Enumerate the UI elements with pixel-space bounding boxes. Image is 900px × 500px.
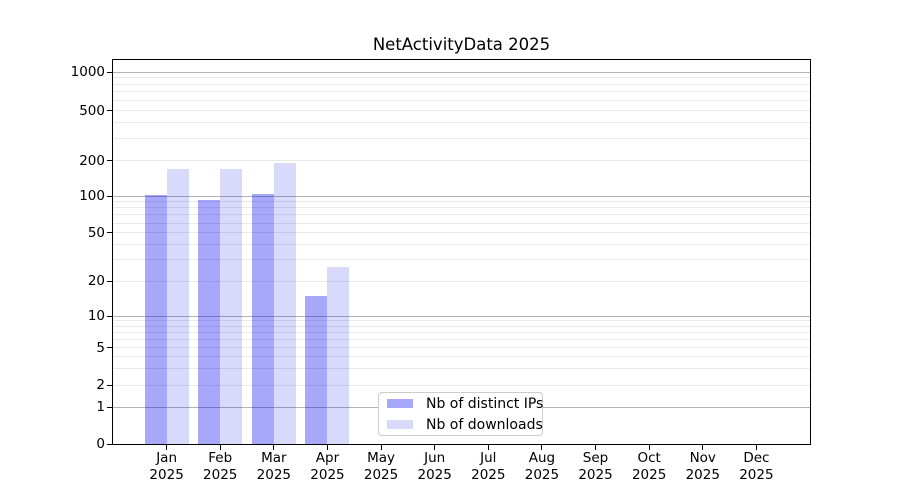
bar-downloads-jan-2025	[166, 168, 189, 444]
x-tick-label: Jul 2025	[471, 450, 506, 483]
y-tick-label: 50	[87, 224, 105, 241]
x-tick-label: Feb 2025	[203, 450, 238, 483]
legend-swatch-distinct-ips-icon	[387, 399, 413, 408]
x-tick-label: Jan 2025	[149, 450, 184, 483]
x-tick-mark	[541, 445, 543, 450]
y-tick-mark	[107, 443, 112, 445]
x-tick-label: Jun 2025	[417, 450, 452, 483]
x-tick-mark	[326, 445, 328, 450]
y-tick-label: 500	[79, 102, 105, 119]
x-tick-label: Sep 2025	[578, 450, 613, 483]
gridline-minor	[113, 222, 810, 224]
gridline-minor	[113, 347, 810, 348]
y-tick-mark	[107, 347, 112, 348]
y-tick-label: 5	[96, 339, 105, 356]
gridline-minor	[113, 331, 810, 333]
gridline-minor	[113, 259, 810, 261]
bar-downloads-mar-2025	[273, 163, 296, 444]
x-tick-mark	[166, 445, 168, 450]
y-tick-mark	[107, 406, 112, 408]
bar-distinct-ips-apr-2025	[305, 295, 328, 444]
x-tick-mark	[219, 445, 221, 450]
gridline-minor	[113, 77, 810, 79]
gridline-minor	[113, 201, 810, 203]
gridline-minor	[113, 325, 810, 327]
x-tick-mark	[434, 445, 436, 450]
x-tick-mark	[702, 445, 704, 450]
y-tick-label: 200	[79, 152, 105, 169]
y-tick-label: 20	[87, 273, 105, 289]
gridline-minor	[113, 214, 810, 216]
gridline-minor	[113, 356, 810, 358]
x-tick-label: Oct 2025	[631, 450, 667, 483]
x-tick-mark	[755, 445, 757, 450]
legend-swatch-downloads-icon	[387, 420, 413, 429]
x-tick-mark	[487, 445, 489, 450]
x-tick-label: Mar 2025	[256, 450, 292, 483]
gridline-minor	[113, 83, 810, 85]
y-tick-mark	[107, 232, 112, 234]
bar-distinct-ips-jan-2025	[144, 194, 167, 444]
x-tick-label: Apr 2025	[310, 450, 345, 483]
y-tick-label: 10	[87, 308, 105, 324]
bar-downloads-feb-2025	[220, 168, 243, 444]
gridline-minor	[113, 280, 810, 282]
gridline-minor	[113, 207, 810, 209]
x-tick-label: May 2025	[363, 450, 399, 483]
x-tick-mark	[273, 445, 275, 450]
gridline-major	[113, 71, 810, 73]
y-tick-mark	[107, 315, 112, 317]
gridline-minor	[113, 243, 810, 245]
legend-item-distinct-ips: Nb of distinct IPs	[387, 395, 543, 413]
chart-title: NetActivityData 2025	[372, 35, 551, 54]
gridline-minor	[113, 320, 810, 322]
x-tick-mark	[648, 445, 650, 450]
y-tick-mark	[107, 71, 112, 73]
bar-distinct-ips-feb-2025	[198, 200, 221, 444]
y-tick-mark	[107, 384, 112, 386]
bar-downloads-apr-2025	[327, 267, 350, 444]
x-tick-label: Dec 2025	[739, 450, 774, 483]
gridline-minor	[113, 99, 810, 101]
plot-area	[112, 59, 811, 445]
x-tick-mark	[595, 445, 597, 450]
gridline-minor	[113, 232, 810, 234]
y-tick-label: 1000	[70, 64, 105, 80]
gridline-minor	[113, 91, 810, 93]
legend-label-distinct-ips: Nb of distinct IPs	[426, 395, 544, 412]
gridline-minor	[113, 160, 810, 161]
y-tick-mark	[107, 280, 112, 282]
gridline-minor	[113, 338, 810, 340]
y-tick-label: 2	[96, 377, 105, 393]
y-tick-mark	[107, 195, 112, 197]
gridline-minor	[113, 122, 810, 124]
gridline-minor	[113, 137, 810, 139]
x-tick-label: Aug 2025	[524, 450, 560, 483]
gridline-minor	[113, 110, 810, 111]
gridline-minor	[113, 384, 810, 386]
legend: Nb of distinct IPs Nb of downloads	[378, 392, 543, 436]
y-tick-label: 1	[96, 399, 105, 415]
y-tick-label: 100	[79, 188, 105, 204]
gridline-minor	[113, 367, 810, 369]
legend-label-downloads: Nb of downloads	[426, 416, 543, 433]
y-tick-mark	[107, 110, 112, 111]
gridline-major	[113, 195, 810, 197]
y-tick-label: 0	[96, 436, 105, 452]
y-tick-mark	[107, 160, 112, 161]
x-tick-label: Nov 2025	[685, 450, 720, 483]
x-tick-mark	[380, 445, 382, 450]
bar-distinct-ips-mar-2025	[251, 194, 274, 444]
gridline-major	[113, 315, 810, 317]
legend-item-downloads: Nb of downloads	[387, 416, 543, 434]
